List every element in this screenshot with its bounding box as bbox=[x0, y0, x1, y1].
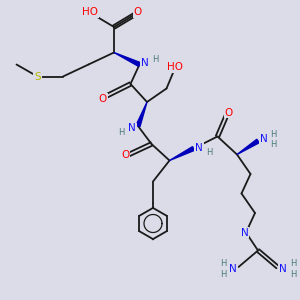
Text: S: S bbox=[34, 71, 41, 82]
Text: H: H bbox=[118, 128, 124, 137]
Polygon shape bbox=[237, 139, 259, 154]
Text: H: H bbox=[220, 270, 226, 279]
Text: N: N bbox=[141, 58, 149, 68]
Text: O: O bbox=[121, 149, 130, 160]
Text: N: N bbox=[128, 123, 136, 134]
Text: O: O bbox=[134, 7, 142, 17]
Text: N: N bbox=[195, 143, 203, 153]
Text: HO: HO bbox=[167, 62, 184, 72]
Text: H: H bbox=[290, 260, 296, 268]
Text: N: N bbox=[279, 264, 287, 274]
Text: H: H bbox=[206, 148, 212, 157]
Polygon shape bbox=[114, 52, 140, 66]
Polygon shape bbox=[136, 102, 147, 127]
Text: H: H bbox=[152, 55, 158, 64]
Text: H: H bbox=[220, 260, 226, 268]
Text: N: N bbox=[229, 264, 237, 274]
Text: N: N bbox=[241, 227, 248, 238]
Text: O: O bbox=[225, 107, 233, 118]
Text: H: H bbox=[270, 130, 276, 139]
Text: N: N bbox=[260, 134, 267, 145]
Text: H: H bbox=[270, 140, 276, 149]
Polygon shape bbox=[169, 147, 194, 160]
Text: H: H bbox=[290, 270, 296, 279]
Text: O: O bbox=[99, 94, 107, 104]
Text: HO: HO bbox=[82, 7, 98, 17]
